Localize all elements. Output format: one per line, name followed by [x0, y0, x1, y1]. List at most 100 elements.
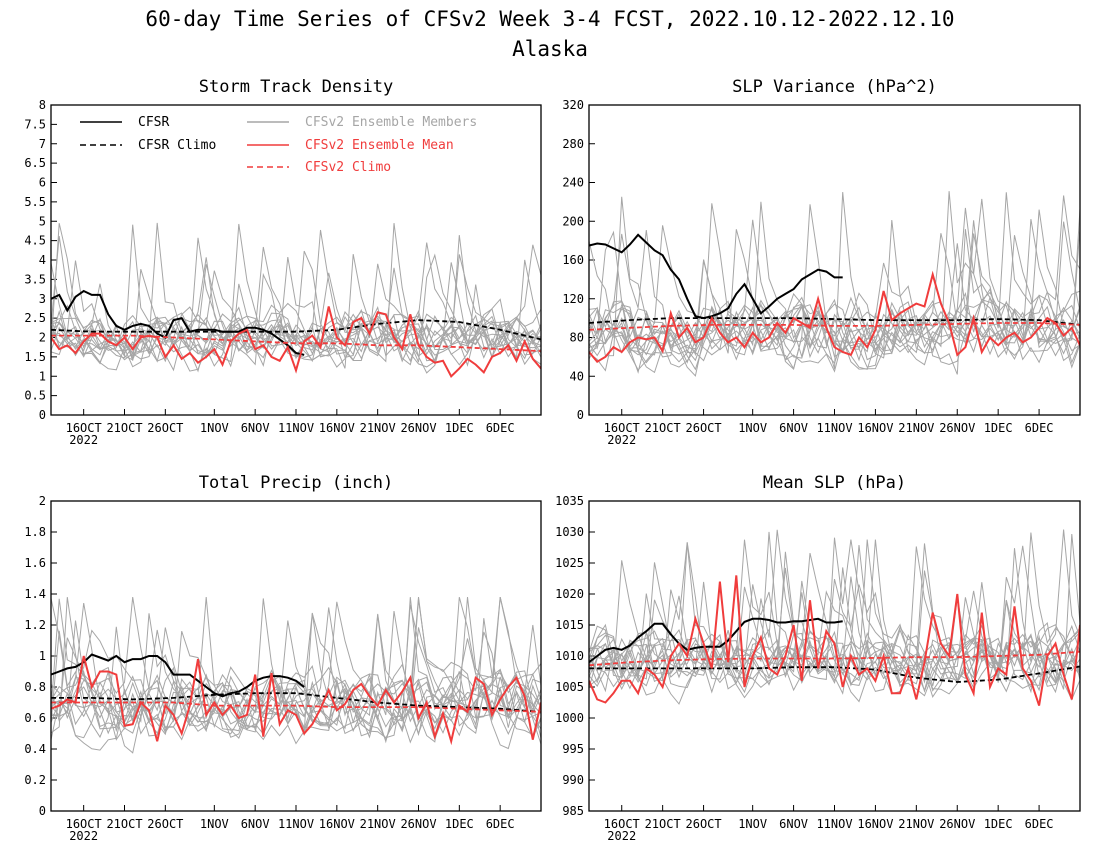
ensemble-member-line	[589, 221, 1080, 374]
y-tick-label: 320	[562, 98, 584, 112]
chart-title: Total Precip (inch)	[199, 473, 393, 493]
series-cfsv2-climo	[589, 322, 1080, 331]
ensemble-member-line	[589, 196, 1080, 362]
y-tick-label: 990	[562, 773, 584, 787]
x-tick-label: 6NOV	[779, 421, 808, 435]
y-tick-label: 1.4	[24, 587, 46, 601]
y-tick-label: 1.6	[24, 556, 46, 570]
x-tick-label: 6DEC	[486, 817, 515, 831]
ensemble-member-line	[51, 236, 541, 368]
x-tick-label: 16OCT	[66, 421, 102, 435]
x-tick-label: 16NOV	[857, 817, 893, 831]
x-tick-label: 16OCT	[604, 817, 640, 831]
figure-subtitle: Alaska	[512, 37, 588, 61]
x-tick-label: 26NOV	[939, 817, 975, 831]
chart-title: SLP Variance (hPa^2)	[732, 77, 937, 97]
x-tick-label: 1DEC	[984, 421, 1013, 435]
y-tick-label: 1030	[555, 525, 584, 539]
y-tick-label: 2.5	[24, 311, 46, 325]
series-cfsr	[51, 653, 305, 698]
ensemble-member-line	[589, 306, 1080, 373]
series-cfsv2-climo	[51, 701, 541, 713]
y-tick-label: 0.2	[24, 773, 46, 787]
y-tick-label: 0	[39, 804, 46, 818]
x-tick-label: 16NOV	[857, 421, 893, 435]
x-tick-label: 6DEC	[486, 421, 515, 435]
x-tick-label: 26OCT	[686, 817, 722, 831]
x-tick-label: 1DEC	[984, 817, 1013, 831]
y-tick-label: 160	[562, 253, 584, 267]
series-cfsv2-ensemble-mean	[51, 655, 541, 746]
figure-title: 60-day Time Series of CFSv2 Week 3-4 FCS…	[145, 7, 954, 31]
x-tick-label: 1DEC	[445, 421, 474, 435]
y-tick-label: 1025	[555, 556, 584, 570]
y-tick-label: 120	[562, 292, 584, 306]
x-tick-label: 26NOV	[400, 817, 436, 831]
x-tick-label: 16NOV	[319, 421, 355, 435]
series-cfsr	[51, 289, 305, 356]
x-tick-label: 11NOV	[816, 817, 852, 831]
x-tick-label: 11NOV	[278, 817, 314, 831]
ensemble-member-line	[589, 543, 1080, 699]
x-tick-label: 26OCT	[686, 421, 722, 435]
x-tick-label: 1NOV	[738, 421, 767, 435]
plot-frame	[588, 500, 1081, 812]
y-tick-label: 1000	[555, 711, 584, 725]
chart-title: Storm Track Density	[199, 77, 393, 97]
ensemble-member-line	[51, 224, 541, 369]
chart-panel-3: Total Precip (inch) 0 0.2 0.4 0.6 0.8 1 1.2 1.4 1…	[24, 473, 542, 843]
y-tick-label: 200	[562, 214, 584, 228]
legend: CFSR CFSR Climo CFSv2 Ensemble Members C…	[80, 115, 477, 175]
x-year-label: 2022	[69, 829, 98, 843]
y-tick-label: 1.2	[24, 618, 46, 632]
x-tick-label: 21OCT	[106, 817, 142, 831]
plot-area	[589, 191, 1080, 377]
ensemble-member-line	[589, 580, 1080, 697]
legend-label-cfsr: CFSR	[138, 115, 169, 130]
chart-panel-4: Mean SLP (hPa) 985 990 995 1000 1005 1010 1015 1…	[555, 473, 1081, 843]
plot-area	[51, 596, 541, 754]
y-tick-label: 5	[39, 214, 46, 228]
ensemble-member-line	[51, 620, 541, 741]
x-year-label: 2022	[607, 433, 636, 447]
ensemble-member-line	[51, 597, 541, 737]
plot-area	[51, 222, 541, 378]
y-tick-label: 0.8	[24, 680, 46, 694]
x-tick-label: 6NOV	[241, 817, 270, 831]
y-tick-label: 0.4	[24, 742, 46, 756]
y-tick-label: 0.6	[24, 711, 46, 725]
y-tick-label: 1.8	[24, 525, 46, 539]
y-tick-label: 2	[39, 331, 46, 345]
x-tick-label: 6DEC	[1025, 421, 1054, 435]
x-tick-label: 21OCT	[645, 817, 681, 831]
y-tick-label: 6	[39, 176, 46, 190]
x-tick-label: 1NOV	[200, 421, 229, 435]
ensemble-member-line	[589, 537, 1080, 687]
x-tick-label: 6NOV	[779, 817, 808, 831]
y-tick-label: 4.5	[24, 234, 46, 248]
series-cfsr	[589, 617, 843, 663]
x-tick-label: 26OCT	[147, 421, 183, 435]
x-tick-label: 21NOV	[360, 817, 396, 831]
y-tick-label: 0	[39, 408, 46, 422]
y-tick-label: 3.5	[24, 272, 46, 286]
series-cfsr-climo	[51, 319, 541, 341]
plot-area	[589, 529, 1080, 706]
x-tick-label: 16NOV	[319, 817, 355, 831]
y-tick-label: 1035	[555, 494, 584, 508]
plot-frame	[50, 500, 542, 812]
y-tick-label: 7.5	[24, 117, 46, 131]
y-tick-label: 240	[562, 176, 584, 190]
y-tick-label: 1	[39, 649, 46, 663]
y-tick-label: 4	[39, 253, 46, 267]
x-tick-label: 6DEC	[1025, 817, 1054, 831]
ensemble-member-line	[51, 254, 541, 366]
x-tick-label: 1DEC	[445, 817, 474, 831]
ensemble-member-line	[589, 220, 1080, 371]
y-tick-label: 1.5	[24, 350, 46, 364]
plot-frame	[50, 104, 542, 416]
y-tick-label: 6.5	[24, 156, 46, 170]
x-tick-label: 21NOV	[898, 421, 934, 435]
x-tick-label: 16OCT	[604, 421, 640, 435]
ensemble-member-line	[51, 246, 541, 373]
